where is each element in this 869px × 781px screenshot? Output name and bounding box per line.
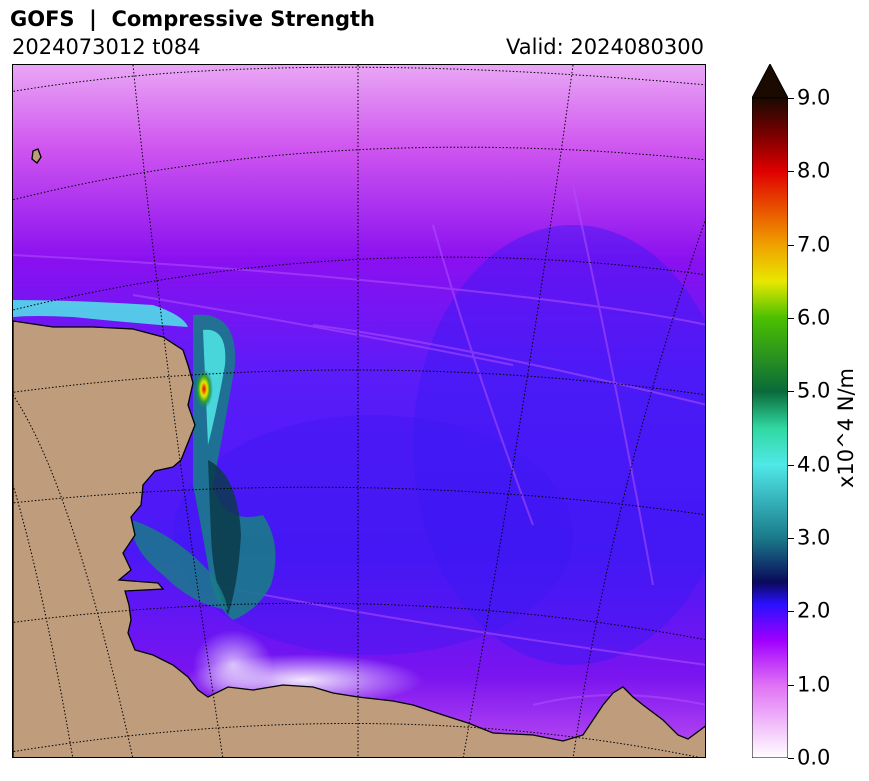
colorbar-tick-mark <box>788 538 794 539</box>
colorbar-tick-mark <box>788 244 794 246</box>
model-run-label: 2024073012 t084 <box>12 35 201 59</box>
graticule <box>13 65 705 757</box>
antarctic-coast <box>13 320 705 757</box>
colorbar-tick-mark <box>788 171 794 173</box>
colorbar-tick-label: 6.0 <box>797 305 831 330</box>
colorbar-tick-mark <box>788 391 794 393</box>
colorbar-tick-mark <box>788 464 794 466</box>
high-strength-band <box>13 300 276 620</box>
map-panel[interactable] <box>12 64 706 758</box>
figure-title: GOFS | Compressive Strength <box>10 7 375 31</box>
colorbar-canvas <box>751 62 789 759</box>
colorbar-tick-label: 3.0 <box>797 525 831 550</box>
land <box>13 148 705 757</box>
colorbar-tick-label: 2.0 <box>797 598 831 623</box>
colorbar-tick-label: 0.0 <box>797 745 831 770</box>
colorbar-tick-mark <box>788 758 794 759</box>
colorbar-tick-label: 9.0 <box>797 85 831 110</box>
colorbar-ramp <box>751 97 789 759</box>
map-canvas <box>13 65 705 757</box>
ice-core-region <box>413 225 705 665</box>
colorbar-tick-label: 8.0 <box>797 158 831 183</box>
colorbar <box>751 62 789 759</box>
peak-hotspot <box>195 369 213 409</box>
colorbar-tick-mark <box>788 611 794 613</box>
colorbar-extend-arrow <box>751 62 789 99</box>
colorbar-unit-label: x10^4 N/m <box>834 367 858 489</box>
colorbar-tick-mark <box>788 684 794 686</box>
colorbar-tick-label: 5.0 <box>797 378 831 403</box>
island <box>31 148 42 164</box>
colorbar-tick-label: 1.0 <box>797 672 831 697</box>
valid-time-label: Valid: 2024080300 <box>506 35 704 59</box>
colorbar-tick-label: 4.0 <box>797 452 831 477</box>
colorbar-tick-mark <box>788 318 794 319</box>
colorbar-tick-label: 7.0 <box>797 232 831 257</box>
colorbar-tick-mark <box>788 98 794 99</box>
